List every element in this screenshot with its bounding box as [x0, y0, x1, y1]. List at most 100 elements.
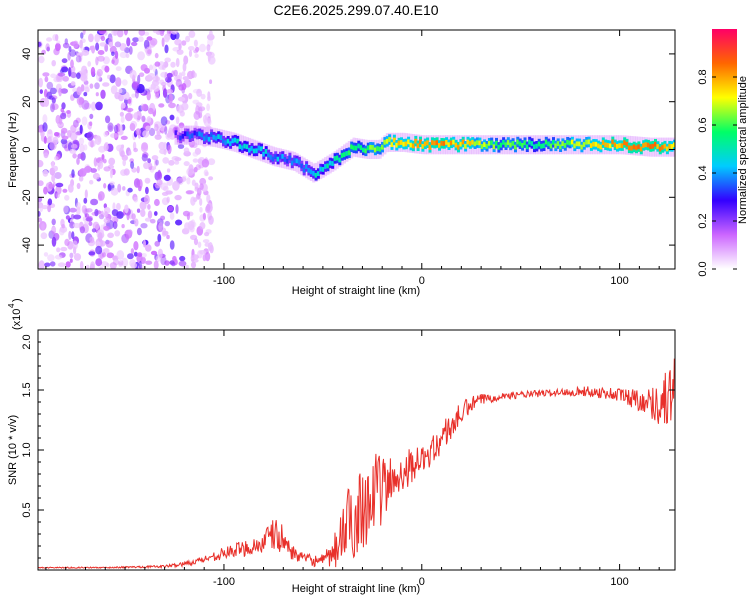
ridge-core [554, 143, 558, 149]
noise-speckle [107, 74, 111, 80]
noise-speckle [98, 30, 107, 35]
ridge-core [663, 143, 667, 149]
noise-speckle [164, 44, 169, 54]
snr-ytick-label: 1.0 [21, 442, 33, 457]
noise-speckle [125, 53, 130, 59]
ridge-core [521, 143, 525, 148]
ridge-core [207, 136, 211, 142]
noise-speckle [207, 158, 216, 166]
snr-axes: -100 0 100 0.5 1.0 1.5 2.0 [21, 329, 675, 588]
ridge-core [440, 140, 444, 146]
noise-speckle [70, 59, 74, 69]
noise-speckle [193, 72, 197, 78]
noise-speckle [58, 227, 65, 236]
ridge-core [566, 139, 570, 145]
ridge-core [468, 141, 472, 146]
noise-speckle [204, 242, 211, 247]
noise-speckle [176, 105, 185, 114]
noise-speckle [105, 115, 111, 124]
noise-speckle [182, 210, 191, 217]
noise-speckle [164, 71, 168, 82]
ridge-core [504, 142, 508, 148]
ridge-core [333, 156, 337, 161]
noise-speckle [154, 240, 160, 247]
noise-speckle [209, 79, 213, 84]
snr-ytick-label: 0.5 [21, 502, 33, 517]
noise-speckle [100, 210, 104, 218]
noise-speckle [62, 188, 68, 193]
noise-speckle [90, 261, 96, 269]
ridge-core [274, 154, 278, 159]
noise-speckle [51, 236, 57, 247]
noise-speckle [132, 37, 140, 43]
noise-speckle [99, 266, 103, 269]
ridge-core [423, 141, 427, 147]
noise-speckle [187, 46, 195, 51]
noise-speckle [78, 137, 85, 145]
noise-speckle [69, 252, 74, 259]
colorbar-tick-label: 0.0 [697, 261, 709, 276]
noise-speckle [142, 130, 150, 138]
noise-speckle [68, 230, 72, 240]
ridge-core [245, 144, 249, 150]
noise-speckle [109, 74, 116, 84]
noise-speckle [38, 211, 41, 217]
noise-speckle [166, 234, 170, 240]
ridge-core [395, 142, 399, 148]
noise-speckle [109, 262, 117, 269]
noise-speckle [120, 144, 125, 149]
noise-speckle [61, 140, 69, 149]
noise-speckle [49, 261, 56, 267]
noise-speckle [46, 129, 53, 140]
ridge-core [649, 144, 653, 149]
noise-speckle [138, 179, 143, 189]
noise-speckle [71, 231, 75, 240]
noise-speckle [111, 51, 115, 57]
noise-speckle [195, 164, 201, 171]
noise-speckle [44, 262, 51, 267]
noise-speckle [169, 212, 175, 220]
ridge-core [179, 135, 183, 141]
noise-speckle [206, 103, 211, 112]
noise-speckle [177, 96, 186, 102]
noise-speckle [167, 144, 172, 155]
noise-speckle [73, 119, 79, 128]
noise-speckle [69, 148, 77, 154]
noise-speckle [68, 46, 72, 53]
ridge-core [331, 161, 335, 166]
ridge-core [297, 159, 301, 165]
ridge-core [549, 143, 553, 149]
noise-speckle [202, 212, 206, 220]
noise-speckle [113, 124, 119, 134]
ridge-core [449, 140, 453, 146]
ridge-core [241, 145, 244, 151]
noise-speckle [183, 161, 190, 167]
ridge-core [589, 143, 593, 148]
ridge-core [236, 138, 240, 144]
noise-speckle [141, 253, 147, 258]
noise-speckle [48, 183, 55, 189]
noise-speckle [130, 161, 135, 169]
noise-speckle [145, 260, 153, 265]
noise-speckle [162, 88, 168, 98]
snr-ytick-label: 2.0 [21, 334, 33, 349]
noise-speckle [98, 160, 104, 169]
noise-speckle [54, 156, 59, 161]
noise-speckle [137, 74, 141, 85]
colorbar-tick-label: 0.4 [697, 165, 709, 180]
ridge-core [390, 142, 394, 147]
ridge-core [528, 139, 532, 145]
noise-speckle [103, 183, 107, 189]
noise-speckle [103, 225, 110, 231]
noise-speckle [157, 233, 162, 243]
noise-speckle [38, 41, 42, 47]
noise-speckle [105, 240, 114, 248]
noise-speckle [111, 209, 119, 217]
noise-speckle [82, 216, 87, 222]
noise-speckle [69, 131, 78, 141]
ridge-core [592, 141, 596, 147]
ridge-core [267, 152, 271, 158]
noise-speckle [122, 186, 126, 191]
noise-speckle [157, 169, 162, 179]
ridge-core [276, 156, 280, 162]
